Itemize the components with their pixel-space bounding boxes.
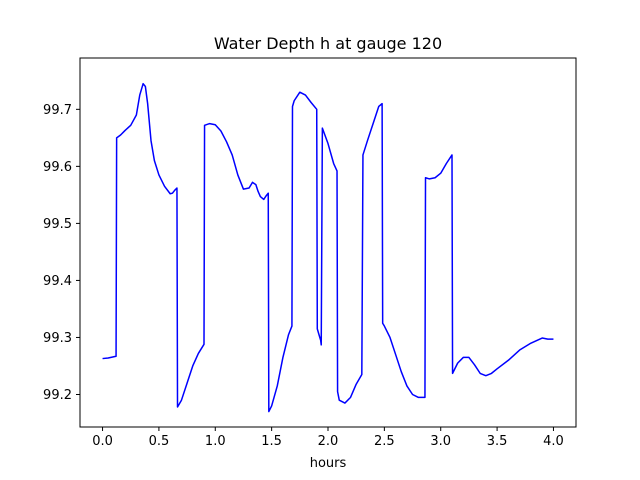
- y-tick-label: 99.4: [43, 274, 72, 289]
- y-axis-ticks: 99.2 99.3 99.4 99.5 99.6 99.7: [43, 103, 80, 403]
- x-tick-label: 0.0: [92, 434, 113, 449]
- x-tick-label: 4.0: [543, 434, 564, 449]
- plot-line-layer: [102, 82, 554, 413]
- x-tick-label: 1.0: [205, 434, 226, 449]
- chart-title: Water Depth h at gauge 120: [214, 34, 442, 53]
- x-axis-label: hours: [310, 456, 347, 471]
- x-tick-label: 3.5: [487, 434, 508, 449]
- x-tick-label: 1.5: [261, 434, 282, 449]
- x-axis-ticks: 0.0 0.5 1.0 1.5 2.0 2.5 3.0 3.5 4.0: [92, 427, 564, 449]
- x-tick-label: 3.0: [430, 434, 451, 449]
- y-tick-label: 99.2: [43, 388, 72, 403]
- y-tick-label: 99.6: [43, 160, 72, 175]
- y-tick-label: 99.5: [43, 217, 72, 232]
- y-tick-label: 99.3: [43, 331, 72, 346]
- y-tick-label: 99.7: [43, 103, 72, 118]
- x-tick-label: 2.0: [318, 434, 339, 449]
- series-line-0: [102, 82, 554, 413]
- x-tick-label: 0.5: [149, 434, 170, 449]
- plot-frame: [79, 57, 577, 428]
- x-tick-label: 2.5: [374, 434, 395, 449]
